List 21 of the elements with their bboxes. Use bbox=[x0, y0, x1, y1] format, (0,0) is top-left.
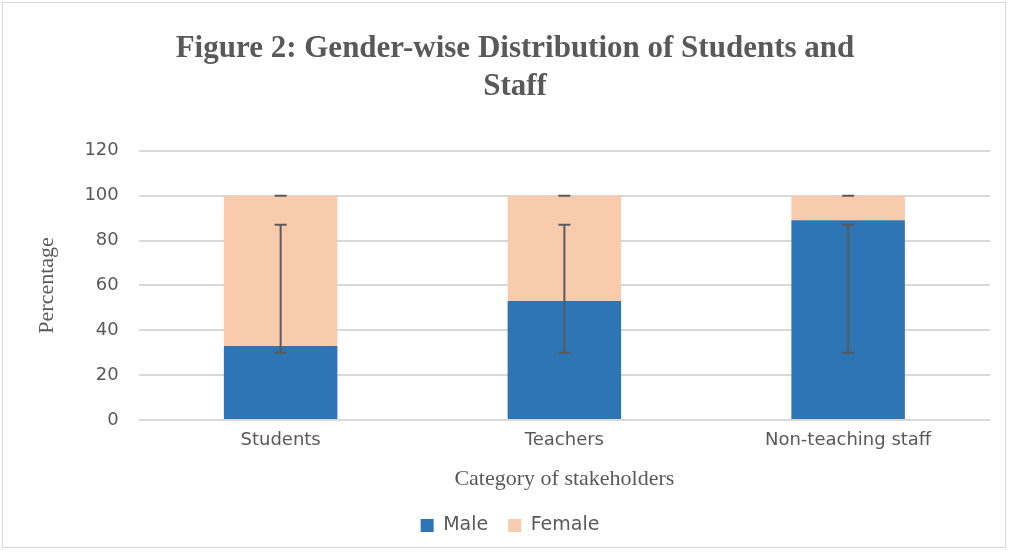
chart-title: Figure 2: Gender-wise Distribution of Students and Staff bbox=[174, 28, 856, 104]
x-tick-label: Students bbox=[240, 428, 321, 450]
bar bbox=[791, 220, 905, 419]
y-tick-label: 120 bbox=[84, 138, 119, 160]
y-tick-label: 20 bbox=[95, 362, 119, 384]
bar bbox=[223, 345, 338, 419]
x-tick-label: Teachers bbox=[523, 428, 604, 450]
bar bbox=[791, 195, 905, 221]
bar bbox=[507, 195, 622, 302]
legend-label: Female bbox=[530, 512, 600, 535]
y-tick-label: 60 bbox=[95, 273, 119, 295]
bar bbox=[223, 195, 338, 346]
y-tick-label: 0 bbox=[107, 407, 119, 429]
bar bbox=[507, 301, 622, 419]
legend-label: Male bbox=[443, 512, 489, 535]
x-tick-label: Non-teaching staff bbox=[764, 428, 932, 450]
y-tick-label: 100 bbox=[84, 183, 119, 205]
y-axis-title: Percentage bbox=[32, 237, 58, 334]
y-tick-label: 80 bbox=[95, 228, 119, 250]
x-axis-title: Category of stakeholders bbox=[454, 464, 675, 490]
y-tick-label: 40 bbox=[95, 317, 119, 339]
